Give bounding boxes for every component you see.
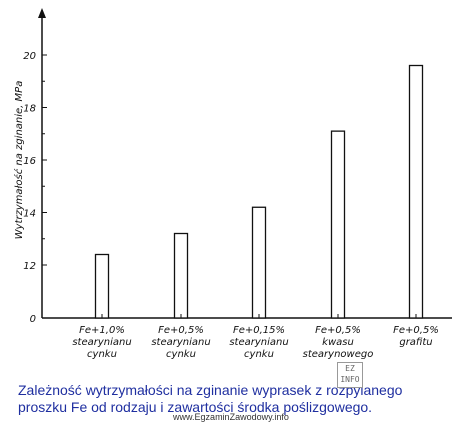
y-tick-label: 12 xyxy=(23,261,36,272)
y-axis-arrow xyxy=(38,8,46,18)
bar-chart: 0 12 14 16 18 20 Fe+1,0% stearynianu cynku Fe+0,… xyxy=(13,8,452,360)
caption-line-2: proszku Fe od rodzaju i zawartości środk… xyxy=(18,399,373,415)
category-label: Fe+0,5% kwasu stearynowego xyxy=(303,325,374,360)
category-label: Fe+1,0% stearynianu cynku xyxy=(72,325,131,360)
source-url: www.EgzaminZawodowy.info xyxy=(173,412,289,422)
figure-caption: Zależność wytrzymałości na zginanie wypr… xyxy=(18,382,448,416)
y-tick-label: 18 xyxy=(23,104,36,115)
y-tick-label: 0 xyxy=(30,314,36,325)
bar xyxy=(173,232,189,319)
bar xyxy=(408,64,424,319)
bar xyxy=(251,206,267,319)
y-tick-label: 14 xyxy=(23,209,36,220)
bar xyxy=(330,130,346,319)
watermark-logo: EZ INFO xyxy=(337,362,363,388)
category-label: Fe+0,5% grafitu xyxy=(393,325,439,348)
category-label: Fe+0,5% stearynianu cynku xyxy=(151,325,210,360)
y-tick-label: 20 xyxy=(23,51,36,62)
bar xyxy=(94,253,110,319)
y-axis-label: Wytrzymałość na zginanie, MPa xyxy=(13,81,25,240)
y-tick-label: 16 xyxy=(23,156,36,167)
category-label: Fe+0,15% stearynianu cynku xyxy=(229,325,288,360)
caption-line-1: Zależność wytrzymałości na zginanie wypr… xyxy=(18,382,403,398)
